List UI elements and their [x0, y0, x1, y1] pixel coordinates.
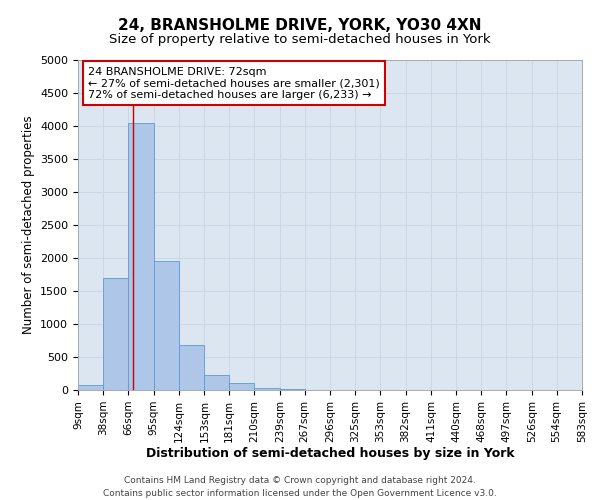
Bar	[229, 384, 254, 390]
Bar	[103, 278, 128, 390]
X-axis label: Distribution of semi-detached houses by size in York: Distribution of semi-detached houses by …	[146, 448, 514, 460]
Bar	[128, 122, 154, 390]
Bar	[254, 388, 280, 390]
Text: 24 BRANSHOLME DRIVE: 72sqm
← 27% of semi-detached houses are smaller (2,301)
72%: 24 BRANSHOLME DRIVE: 72sqm ← 27% of semi…	[88, 66, 380, 100]
Text: Contains HM Land Registry data © Crown copyright and database right 2024.
Contai: Contains HM Land Registry data © Crown c…	[103, 476, 497, 498]
Bar	[154, 262, 179, 390]
Text: Size of property relative to semi-detached houses in York: Size of property relative to semi-detach…	[109, 32, 491, 46]
Bar	[78, 385, 103, 390]
Y-axis label: Number of semi-detached properties: Number of semi-detached properties	[22, 116, 35, 334]
Text: 24, BRANSHOLME DRIVE, YORK, YO30 4XN: 24, BRANSHOLME DRIVE, YORK, YO30 4XN	[118, 18, 482, 32]
Bar	[205, 375, 229, 390]
Bar	[179, 345, 205, 390]
